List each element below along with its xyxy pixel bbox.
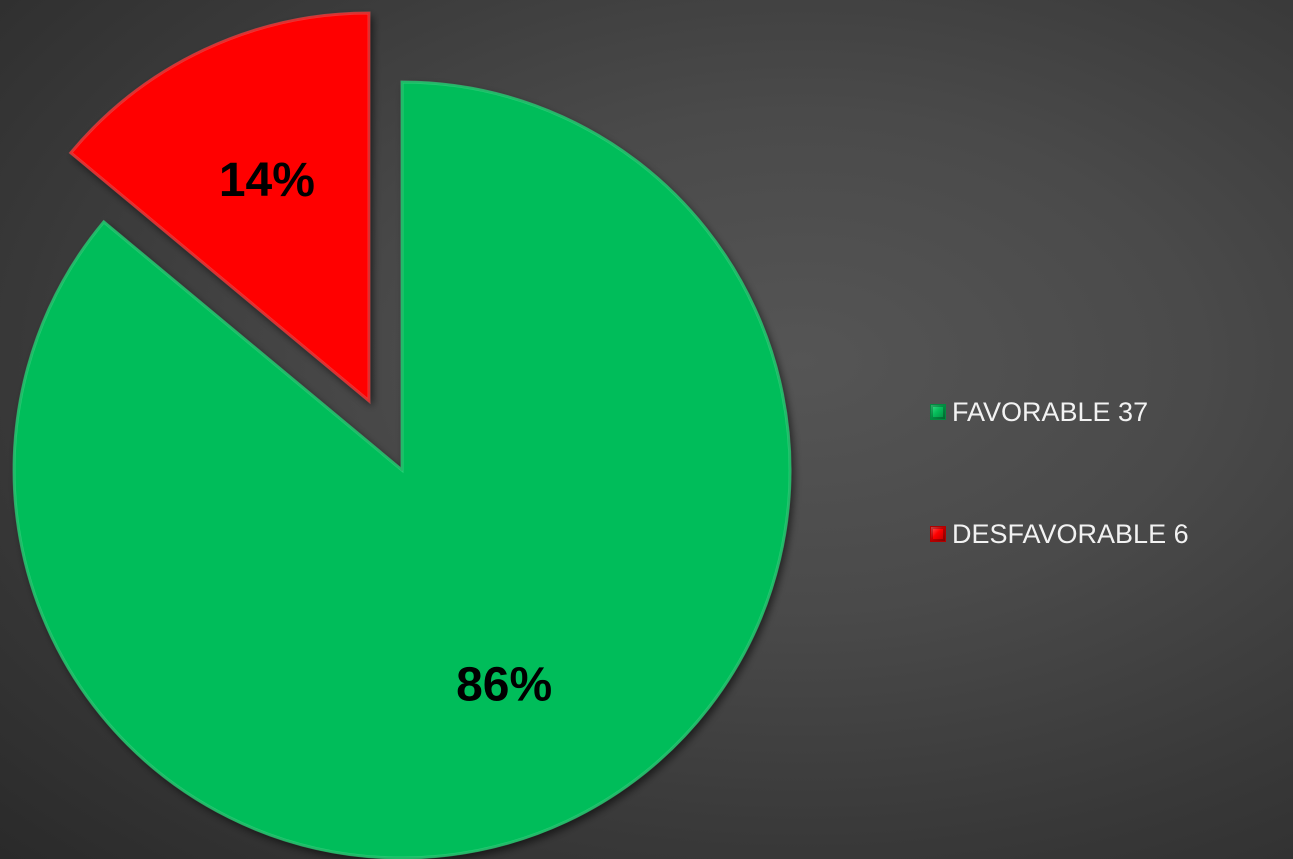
chart-legend: FAVORABLE 37 DESFAVORABLE 6: [930, 390, 1290, 634]
legend-item-favorable: FAVORABLE 37: [930, 390, 1290, 434]
pie-label-favorable: 86%: [456, 658, 552, 711]
pie-slice-bevel-favorable: [12, 80, 792, 859]
legend-label-desfavorable: DESFAVORABLE 6: [952, 518, 1189, 549]
legend-label-favorable: FAVORABLE 37: [952, 396, 1149, 427]
legend-swatch-favorable: [930, 404, 946, 420]
legend-item-desfavorable: DESFAVORABLE 6: [930, 512, 1290, 556]
legend-swatch-desfavorable: [930, 526, 946, 542]
pie-label-desfavorable: 14%: [219, 154, 315, 207]
pie-slice-bevel-desfavorable: [68, 11, 371, 405]
